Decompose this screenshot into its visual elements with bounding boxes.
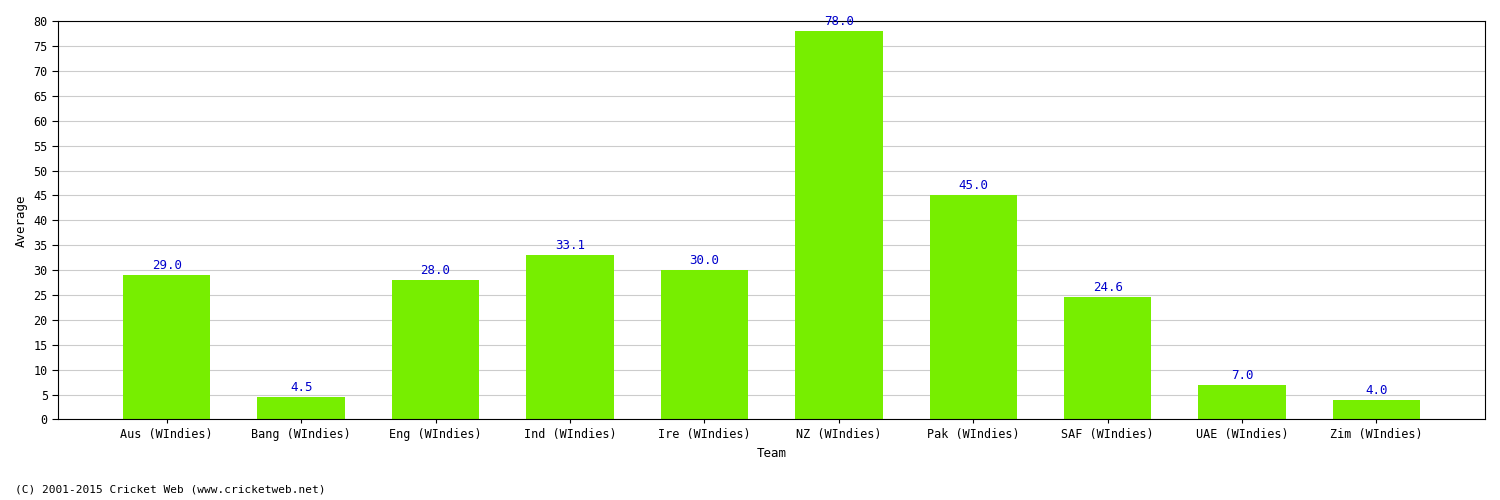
X-axis label: Team: Team	[756, 447, 786, 460]
Bar	[526, 254, 614, 420]
Y-axis label: Average: Average	[15, 194, 28, 246]
Text: 7.0: 7.0	[1232, 368, 1254, 382]
Bar	[930, 196, 1017, 420]
Bar	[795, 31, 882, 419]
Text: 33.1: 33.1	[555, 238, 585, 252]
Bar	[1198, 384, 1286, 420]
Bar	[123, 275, 210, 420]
Text: (C) 2001-2015 Cricket Web (www.cricketweb.net): (C) 2001-2015 Cricket Web (www.cricketwe…	[15, 485, 326, 495]
Bar	[660, 270, 748, 420]
Text: 4.0: 4.0	[1365, 384, 1388, 396]
Text: 78.0: 78.0	[824, 15, 854, 28]
Text: 24.6: 24.6	[1092, 281, 1122, 294]
Text: 30.0: 30.0	[690, 254, 720, 267]
Bar	[392, 280, 480, 419]
Text: 45.0: 45.0	[958, 180, 988, 192]
Bar	[1064, 297, 1152, 420]
Bar	[1334, 400, 1420, 419]
Text: 4.5: 4.5	[290, 381, 312, 394]
Text: 28.0: 28.0	[420, 264, 450, 277]
Text: 29.0: 29.0	[152, 259, 182, 272]
Bar	[258, 397, 345, 419]
